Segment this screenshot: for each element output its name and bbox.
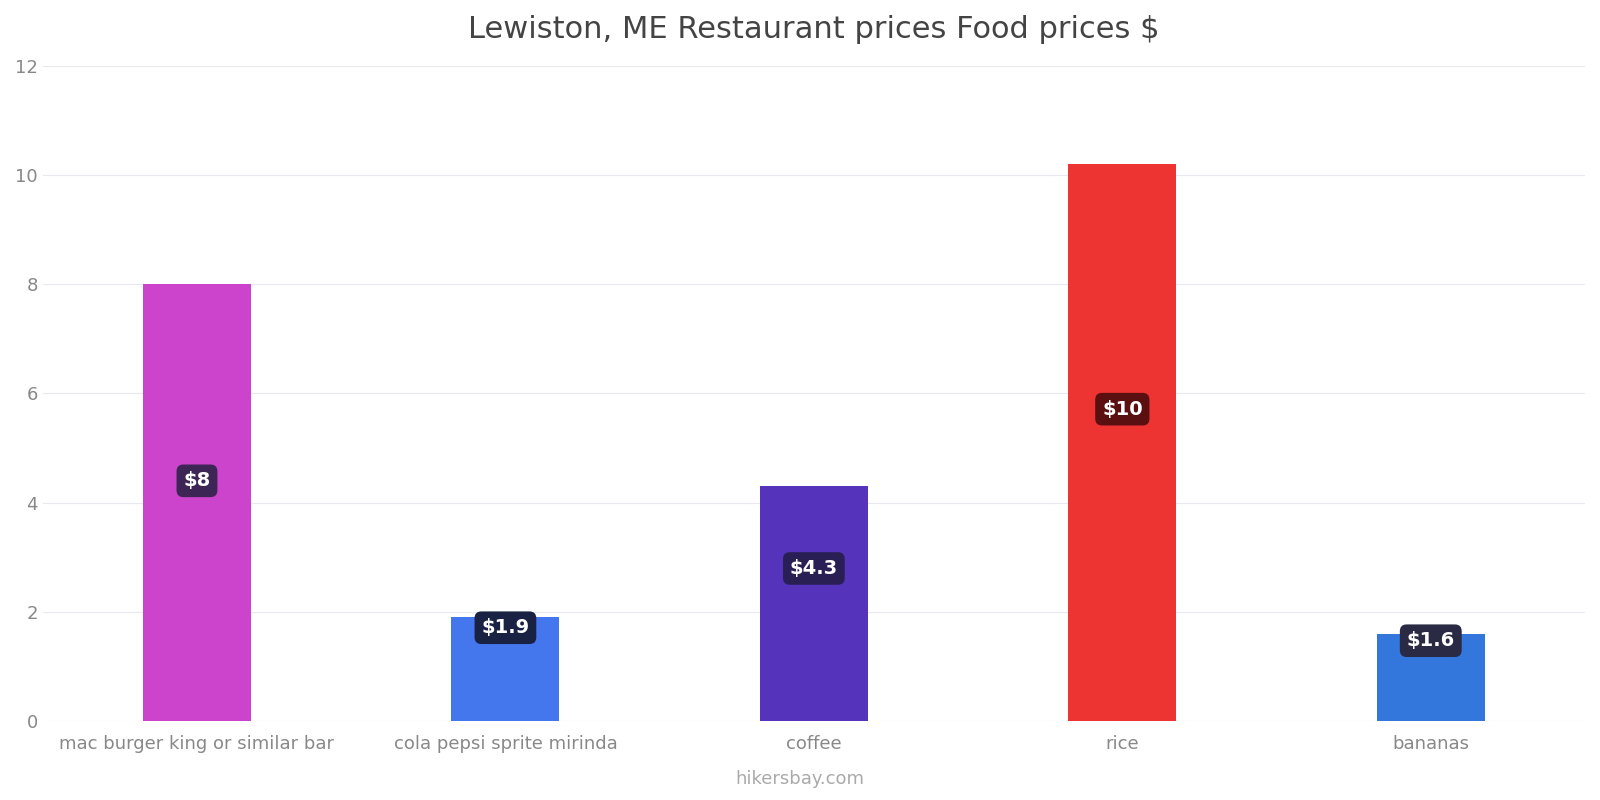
- Bar: [760, 486, 867, 721]
- Text: hikersbay.com: hikersbay.com: [736, 770, 864, 788]
- Bar: [1069, 164, 1176, 721]
- Bar: [142, 284, 251, 721]
- Bar: [1376, 634, 1485, 721]
- Text: $1.6: $1.6: [1406, 631, 1454, 650]
- Text: $10: $10: [1102, 400, 1142, 418]
- Text: $4.3: $4.3: [790, 559, 838, 578]
- Bar: [451, 618, 560, 721]
- Text: $8: $8: [184, 471, 211, 490]
- Text: $1.9: $1.9: [482, 618, 530, 638]
- Title: Lewiston, ME Restaurant prices Food prices $: Lewiston, ME Restaurant prices Food pric…: [469, 15, 1160, 44]
